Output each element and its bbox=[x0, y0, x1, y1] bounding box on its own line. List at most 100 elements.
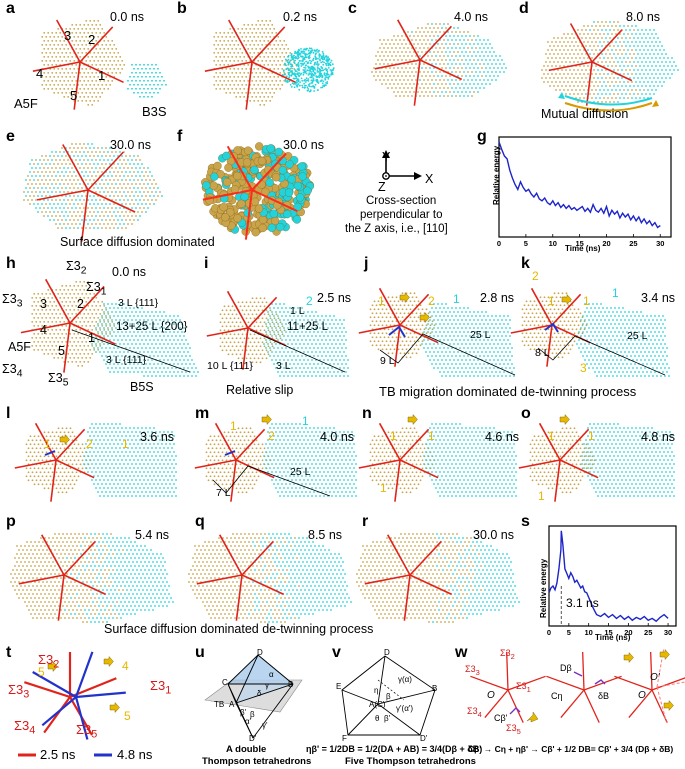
j-measure bbox=[379, 333, 516, 376]
panel-time-c: 4.0 ns bbox=[454, 10, 489, 24]
twin-boundary bbox=[591, 29, 623, 63]
t-sigma4-main: Σ3 bbox=[14, 718, 30, 733]
l-num-1: 1 bbox=[44, 437, 51, 451]
w-sigma5-sub: 5 bbox=[516, 726, 521, 736]
sigma-1-main: Σ3 bbox=[86, 280, 101, 294]
particle-h-gold bbox=[31, 281, 116, 367]
j-9L: 9 L bbox=[380, 355, 395, 367]
panel-time-l: 3.6 ns bbox=[140, 430, 175, 444]
v-spoke bbox=[347, 703, 379, 736]
twin-boundary bbox=[45, 278, 71, 324]
w-O2-label-2: O' bbox=[650, 672, 660, 683]
panel-letter-h: h bbox=[6, 255, 16, 272]
panel-time-q: 8.5 ns bbox=[308, 528, 343, 542]
v-B: B bbox=[432, 684, 438, 693]
twin-boundary bbox=[378, 287, 401, 326]
particle-r-star bbox=[364, 534, 453, 621]
u-TB: TB bbox=[214, 700, 225, 709]
particle-f-3d bbox=[201, 142, 315, 237]
chart-s-xtick-label: 20 bbox=[624, 628, 632, 637]
panel-time-b: 0.2 ns bbox=[283, 10, 318, 24]
v-pentagon bbox=[341, 655, 436, 736]
particle-p bbox=[10, 533, 174, 623]
w-O2-label-1: O bbox=[638, 690, 646, 701]
twin-boundary bbox=[228, 19, 253, 63]
j-blue-step bbox=[388, 325, 406, 338]
twin-boundary bbox=[230, 459, 237, 502]
h-b5s-label: B5S bbox=[130, 380, 154, 394]
o-arrow bbox=[559, 413, 570, 426]
a5f-label: A5F bbox=[14, 96, 38, 111]
panel-letter-m: m bbox=[195, 405, 210, 422]
twin-boundary bbox=[413, 59, 421, 106]
u-alpha: α bbox=[269, 670, 274, 679]
panel-letter-e: e bbox=[6, 128, 15, 145]
m-num-2: 2 bbox=[268, 429, 275, 443]
v-eta: η bbox=[374, 686, 379, 695]
t-sigma5-main: Σ3 bbox=[76, 722, 92, 737]
twin-boundary bbox=[251, 152, 287, 191]
sigma-3-main: Σ3 bbox=[2, 292, 17, 306]
twin-star-f bbox=[202, 145, 298, 240]
twin-star-e bbox=[36, 144, 136, 242]
i-1L: 1 L bbox=[290, 305, 305, 317]
u-edge bbox=[257, 654, 294, 685]
twin-boundary bbox=[63, 574, 107, 596]
t-red-line bbox=[43, 696, 71, 734]
k-num-1-cyan: 1 bbox=[612, 286, 619, 300]
w-sigma1: Σ31 bbox=[516, 681, 531, 694]
chart-g-xtick-label: 20 bbox=[602, 239, 610, 248]
axis-y-label: Y bbox=[382, 150, 391, 164]
t-arrow-1 bbox=[47, 660, 58, 673]
sigma-3-label: Σ33 bbox=[2, 292, 22, 310]
twin-boundary bbox=[69, 285, 105, 324]
panel-letter-c: c bbox=[348, 0, 357, 17]
m-num-1: 1 bbox=[230, 419, 237, 433]
axis-x-label: X bbox=[425, 172, 434, 186]
grain-label-5: 5 bbox=[70, 88, 78, 103]
s-annotation: 3.1 ns bbox=[566, 596, 599, 610]
twin-boundary bbox=[409, 574, 453, 596]
axis-caption-1: Cross-section bbox=[366, 195, 437, 207]
panel-letter-g: g bbox=[477, 128, 487, 145]
k-25L: 25 L bbox=[627, 330, 648, 342]
panel-time-r: 30.0 ns bbox=[473, 528, 515, 542]
panel-letter-q: q bbox=[195, 513, 205, 530]
particle-b3s bbox=[127, 63, 167, 98]
v-spoke bbox=[341, 689, 379, 705]
s-ylabel: Relative energy bbox=[539, 558, 548, 618]
twin-boundary bbox=[538, 422, 561, 461]
v-beta: β bbox=[386, 692, 391, 701]
t-arrow-3 bbox=[109, 701, 120, 714]
twin-boundary bbox=[419, 25, 452, 61]
sigma-2-main: Σ3 bbox=[66, 259, 81, 273]
particle-l-star bbox=[14, 422, 95, 502]
t-sigma2-main: Σ3 bbox=[38, 652, 54, 667]
t-sigma1-main: Σ3 bbox=[150, 678, 166, 693]
k-measure bbox=[537, 335, 666, 376]
twin-boundary bbox=[518, 459, 561, 469]
panel-time-a: 0.0 ns bbox=[110, 10, 145, 24]
chart-s-xtick-label: 15 bbox=[604, 628, 612, 637]
twin-boundary bbox=[56, 19, 81, 63]
particle-r bbox=[356, 533, 520, 623]
twin-boundary bbox=[399, 459, 439, 479]
particle-d bbox=[541, 21, 679, 103]
u-C: C bbox=[222, 678, 228, 687]
t-num-5: 5 bbox=[38, 665, 45, 679]
l-arrow bbox=[59, 433, 70, 446]
particle-c bbox=[371, 23, 507, 97]
j-num-1: 1 bbox=[378, 294, 385, 308]
u-beta-p: β' bbox=[240, 708, 247, 717]
panel-letter-j: j bbox=[364, 255, 369, 272]
twin-boundary bbox=[591, 61, 633, 82]
k-num-3: 3 bbox=[580, 361, 587, 375]
u-caption-2: Thompson tetrahedrons bbox=[202, 756, 312, 767]
panel-u-diagram bbox=[204, 654, 303, 739]
panel-t-diagram bbox=[18, 651, 126, 757]
w-star-1-line bbox=[506, 652, 509, 691]
sigma-4-main: Σ3 bbox=[2, 362, 17, 376]
w-star-3-line bbox=[614, 675, 653, 691]
w-star-1-line bbox=[470, 675, 509, 691]
panel-v-diagram bbox=[341, 655, 436, 736]
